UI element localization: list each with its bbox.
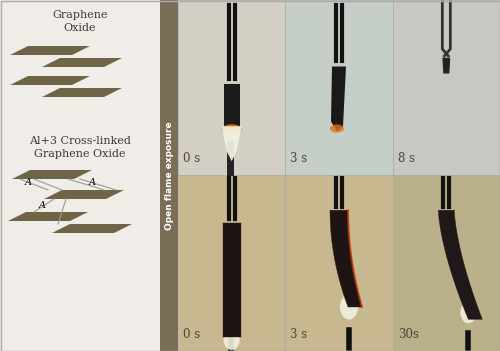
Bar <box>178 0 286 175</box>
Ellipse shape <box>340 294 358 319</box>
Bar <box>0 0 160 351</box>
Ellipse shape <box>222 124 242 134</box>
Polygon shape <box>10 46 90 55</box>
Polygon shape <box>8 212 88 221</box>
Bar <box>392 0 500 175</box>
Text: 8 s: 8 s <box>398 152 415 165</box>
Text: Al+3 Cross-linked
Graphene Oxide: Al+3 Cross-linked Graphene Oxide <box>29 136 131 159</box>
Text: A: A <box>88 178 96 187</box>
Bar <box>286 0 393 175</box>
Text: 30s: 30s <box>398 328 418 341</box>
Text: 0 s: 0 s <box>183 328 200 341</box>
Text: 0 s: 0 s <box>183 152 200 165</box>
Polygon shape <box>52 224 132 233</box>
Polygon shape <box>331 66 346 132</box>
Text: 3 s: 3 s <box>290 152 308 165</box>
Ellipse shape <box>460 301 476 323</box>
Ellipse shape <box>224 330 240 350</box>
Text: 3 s: 3 s <box>290 328 308 341</box>
Text: A: A <box>24 178 32 187</box>
Text: A: A <box>38 201 46 210</box>
Polygon shape <box>42 58 122 67</box>
Text: Graphene
Oxide: Graphene Oxide <box>52 10 108 33</box>
Polygon shape <box>330 210 362 307</box>
Polygon shape <box>10 76 90 85</box>
Bar <box>392 175 500 351</box>
Polygon shape <box>442 58 450 73</box>
Bar <box>160 0 178 351</box>
Bar <box>286 175 393 351</box>
Polygon shape <box>12 170 92 179</box>
Polygon shape <box>44 190 124 199</box>
Polygon shape <box>224 84 240 131</box>
Ellipse shape <box>330 125 344 132</box>
Polygon shape <box>222 126 242 161</box>
Polygon shape <box>222 223 240 337</box>
Bar <box>178 175 286 351</box>
Polygon shape <box>42 88 122 97</box>
Text: Open flame exposure: Open flame exposure <box>164 122 173 230</box>
Polygon shape <box>438 210 482 319</box>
